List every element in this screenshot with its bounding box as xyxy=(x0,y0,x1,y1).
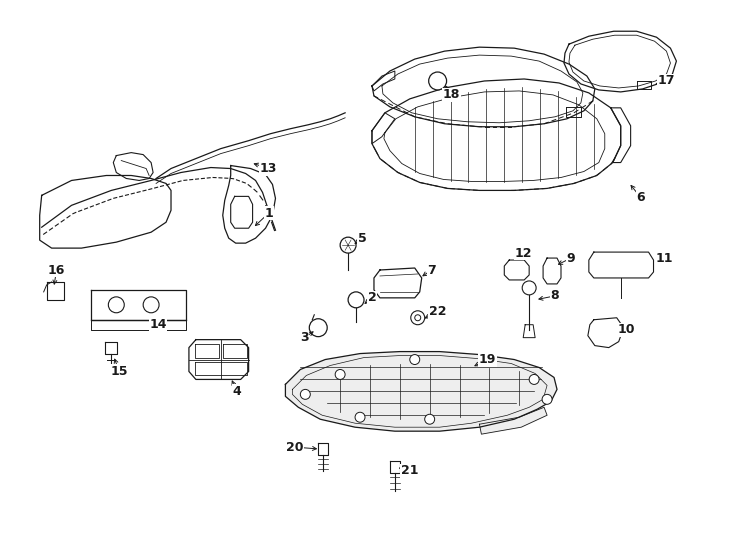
Polygon shape xyxy=(588,318,624,348)
Polygon shape xyxy=(372,71,395,91)
Polygon shape xyxy=(566,107,581,117)
Polygon shape xyxy=(611,108,631,163)
Polygon shape xyxy=(372,79,621,191)
Polygon shape xyxy=(222,166,275,243)
Text: 13: 13 xyxy=(260,162,277,175)
Text: 7: 7 xyxy=(427,264,436,276)
Polygon shape xyxy=(189,340,249,380)
Circle shape xyxy=(429,72,446,90)
Polygon shape xyxy=(195,343,219,357)
Circle shape xyxy=(415,315,421,321)
Polygon shape xyxy=(374,268,422,298)
Polygon shape xyxy=(589,252,653,278)
Polygon shape xyxy=(286,352,557,431)
Polygon shape xyxy=(92,290,186,320)
Circle shape xyxy=(300,389,310,400)
Polygon shape xyxy=(40,176,171,248)
Text: 6: 6 xyxy=(636,191,645,204)
Circle shape xyxy=(143,297,159,313)
Circle shape xyxy=(410,355,420,365)
Polygon shape xyxy=(113,153,153,180)
Text: 8: 8 xyxy=(550,289,559,302)
Text: 17: 17 xyxy=(658,75,675,87)
Polygon shape xyxy=(47,282,64,300)
Circle shape xyxy=(425,414,435,424)
Polygon shape xyxy=(106,342,117,354)
Polygon shape xyxy=(564,31,677,92)
Circle shape xyxy=(340,237,356,253)
Text: 3: 3 xyxy=(300,331,308,344)
Text: 15: 15 xyxy=(111,365,128,378)
Text: 4: 4 xyxy=(232,385,241,398)
Circle shape xyxy=(109,297,124,313)
Polygon shape xyxy=(504,260,529,280)
Text: 19: 19 xyxy=(479,353,496,366)
Text: 9: 9 xyxy=(567,252,575,265)
Polygon shape xyxy=(372,113,395,144)
Polygon shape xyxy=(230,197,252,228)
Text: 21: 21 xyxy=(401,464,418,477)
Circle shape xyxy=(348,292,364,308)
Text: 2: 2 xyxy=(368,292,377,305)
Text: 11: 11 xyxy=(655,252,673,265)
Polygon shape xyxy=(372,47,595,127)
Circle shape xyxy=(309,319,327,336)
Polygon shape xyxy=(92,320,186,330)
Circle shape xyxy=(355,412,365,422)
Text: 10: 10 xyxy=(618,323,636,336)
Text: 18: 18 xyxy=(443,89,460,102)
Circle shape xyxy=(335,369,345,380)
Text: 5: 5 xyxy=(357,232,366,245)
Polygon shape xyxy=(195,361,247,375)
Circle shape xyxy=(484,356,494,367)
Text: 12: 12 xyxy=(515,247,532,260)
Text: 1: 1 xyxy=(264,207,273,220)
Circle shape xyxy=(522,281,536,295)
Polygon shape xyxy=(319,443,328,455)
Text: 14: 14 xyxy=(149,318,167,331)
Polygon shape xyxy=(479,407,547,434)
Circle shape xyxy=(542,394,552,404)
Text: 16: 16 xyxy=(48,264,65,276)
Polygon shape xyxy=(523,325,535,338)
Text: 22: 22 xyxy=(429,305,446,318)
Polygon shape xyxy=(222,343,247,357)
Circle shape xyxy=(529,374,539,384)
Polygon shape xyxy=(543,258,561,284)
Circle shape xyxy=(411,311,425,325)
Polygon shape xyxy=(390,461,400,473)
Text: 20: 20 xyxy=(286,441,303,454)
Polygon shape xyxy=(636,81,650,89)
